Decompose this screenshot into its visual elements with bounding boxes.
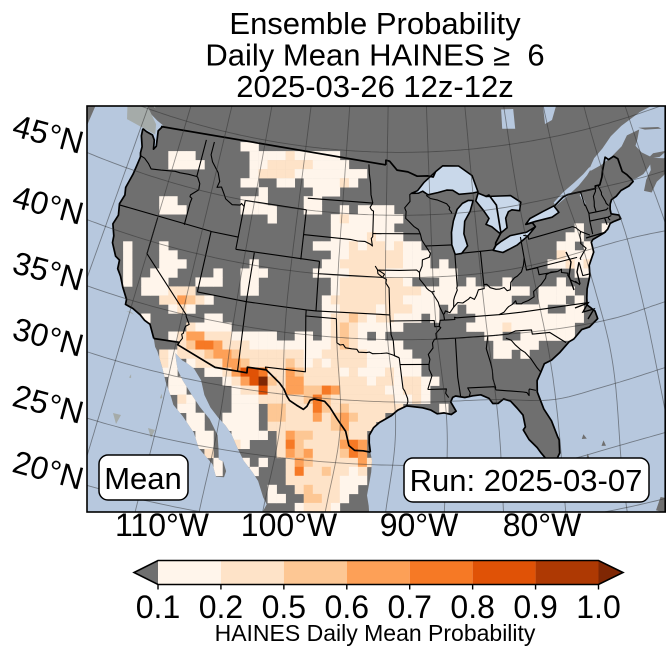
svg-text:45°N: 45°N [9, 107, 87, 160]
svg-text:0.8: 0.8 [450, 589, 494, 625]
svg-text:100°W: 100°W [241, 507, 338, 543]
svg-text:30°N: 30°N [9, 310, 87, 363]
svg-text:Run: 2025-03-07: Run: 2025-03-07 [410, 463, 643, 498]
svg-text:0.6: 0.6 [325, 589, 369, 625]
svg-text:2025-03-26 12z-12z: 2025-03-26 12z-12z [236, 69, 513, 104]
svg-text:1.0: 1.0 [576, 589, 620, 625]
svg-text:Daily Mean HAINES ≥ 6: Daily Mean HAINES ≥ 6 [205, 38, 544, 73]
svg-text:25°N: 25°N [9, 377, 87, 430]
svg-text:0.2: 0.2 [199, 589, 243, 625]
svg-text:0.7: 0.7 [387, 589, 431, 625]
svg-text:90°W: 90°W [380, 507, 459, 543]
svg-text:0.1: 0.1 [136, 589, 180, 625]
svg-text:Mean: Mean [104, 461, 182, 496]
svg-text:110°W: 110°W [115, 507, 210, 543]
svg-text:35°N: 35°N [9, 244, 87, 297]
svg-text:Ensemble Probability: Ensemble Probability [229, 6, 521, 41]
svg-text:40°N: 40°N [9, 178, 87, 231]
svg-text:0.5: 0.5 [262, 589, 306, 625]
svg-text:80°W: 80°W [503, 507, 582, 543]
svg-text:HAINES Daily Mean Probability: HAINES Daily Mean Probability [215, 620, 536, 646]
svg-text:20°N: 20°N [9, 443, 87, 496]
svg-text:0.9: 0.9 [513, 589, 557, 625]
